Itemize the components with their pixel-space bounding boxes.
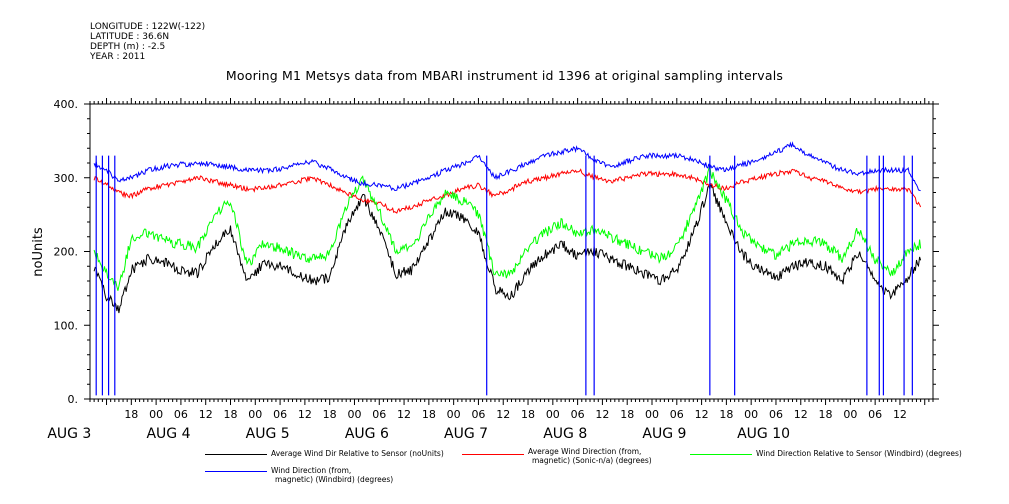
legend-item-1: Average Wind Direction (from, magnetic) … <box>462 447 652 465</box>
x-day-label: AUG 4 <box>146 426 190 442</box>
x-hour-label: 18 <box>124 408 138 421</box>
series-layer <box>93 141 922 396</box>
y-axis-label: noUnits <box>31 227 46 277</box>
x-hour-label: 06 <box>273 408 287 421</box>
axis-layer: 0. 100. 200. 300. 400. 18 00 06 12 18 00 06 12 18 00 06… <box>47 98 939 442</box>
y-tick-label: 300. <box>54 172 79 185</box>
x-hour-label: 00 <box>843 408 857 421</box>
x-hour-label: 00 <box>546 408 560 421</box>
plot-frame <box>89 103 934 400</box>
x-hour-label: 18 <box>620 408 634 421</box>
x-hour-label: 18 <box>521 408 535 421</box>
legend-item-0: Average Wind Dir Relative to Sensor (noU… <box>205 449 444 458</box>
x-hour-label: 18 <box>819 408 833 421</box>
legend-swatch-3 <box>205 471 267 472</box>
legend-swatch-2 <box>690 454 752 455</box>
x-day-label: AUG 9 <box>642 426 686 442</box>
legend-label-1: Average Wind Direction (from, magnetic) … <box>528 447 652 465</box>
chart-title: Mooring M1 Metsys data from MBARI instru… <box>225 68 784 83</box>
legend-label-0: Average Wind Dir Relative to Sensor (noU… <box>271 449 444 458</box>
y-tick-label: 400. <box>54 98 79 111</box>
y-tick-label: 200. <box>54 246 79 259</box>
series-line-3 <box>93 141 921 192</box>
x-hour-label: 12 <box>397 408 411 421</box>
y-tick-label: 0. <box>68 393 79 406</box>
x-day-label: AUG 10 <box>737 426 790 442</box>
x-hour-label: 06 <box>571 408 585 421</box>
x-day-label: AUG 6 <box>345 426 389 442</box>
x-hour-label: 12 <box>199 408 213 421</box>
x-day-label: AUG 7 <box>444 426 488 442</box>
series-line-2 <box>93 164 922 291</box>
y-tick-label: 100. <box>54 319 79 332</box>
x-hour-label: 00 <box>744 408 758 421</box>
x-hour-label: 00 <box>149 408 163 421</box>
legend-swatch-0 <box>205 454 267 455</box>
x-hour-label: 18 <box>719 408 733 421</box>
legend-label-2: Wind Direction Relative to Sensor (Windb… <box>756 449 962 458</box>
legend-label-3: Wind Direction (from, magnetic) (Windbir… <box>271 466 394 484</box>
x-hour-label: 06 <box>174 408 188 421</box>
longitude-label: LONGITUDE : 122W(-122) <box>90 22 206 32</box>
depth-label: DEPTH (m) : -2.5 <box>90 42 166 52</box>
x-hour-label: 18 <box>224 408 238 421</box>
x-hour-label: 12 <box>794 408 808 421</box>
x-day-label: AUG 8 <box>543 426 587 442</box>
x-hour-label: 00 <box>447 408 461 421</box>
x-hour-label: 00 <box>248 408 262 421</box>
x-hour-label: 06 <box>471 408 485 421</box>
x-hour-label: 12 <box>298 408 312 421</box>
x-hour-label: 12 <box>893 408 907 421</box>
legend-item-3: Wind Direction (from, magnetic) (Windbir… <box>205 466 393 484</box>
x-hour-label: 06 <box>670 408 684 421</box>
x-day-label: AUG 5 <box>246 426 290 442</box>
x-hour-label: 06 <box>868 408 882 421</box>
x-hour-label: 12 <box>695 408 709 421</box>
x-hour-label: 18 <box>422 408 436 421</box>
latitude-label: LATITUDE : 36.6N <box>90 32 170 42</box>
legend-item-2: Wind Direction Relative to Sensor (Windb… <box>690 449 962 458</box>
series-line-1 <box>93 168 922 214</box>
x-hour-label: 12 <box>595 408 609 421</box>
series-line-0 <box>93 183 922 314</box>
x-hour-label: 18 <box>323 408 337 421</box>
x-hour-label: 12 <box>496 408 510 421</box>
x-hour-label: 06 <box>769 408 783 421</box>
x-hour-label: 06 <box>372 408 386 421</box>
x-hour-label: 00 <box>645 408 659 421</box>
x-day-label: AUG 3 <box>47 426 91 442</box>
x-hour-label: 00 <box>347 408 361 421</box>
year-label: YEAR : 2011 <box>90 52 146 62</box>
legend-swatch-1 <box>462 454 524 455</box>
